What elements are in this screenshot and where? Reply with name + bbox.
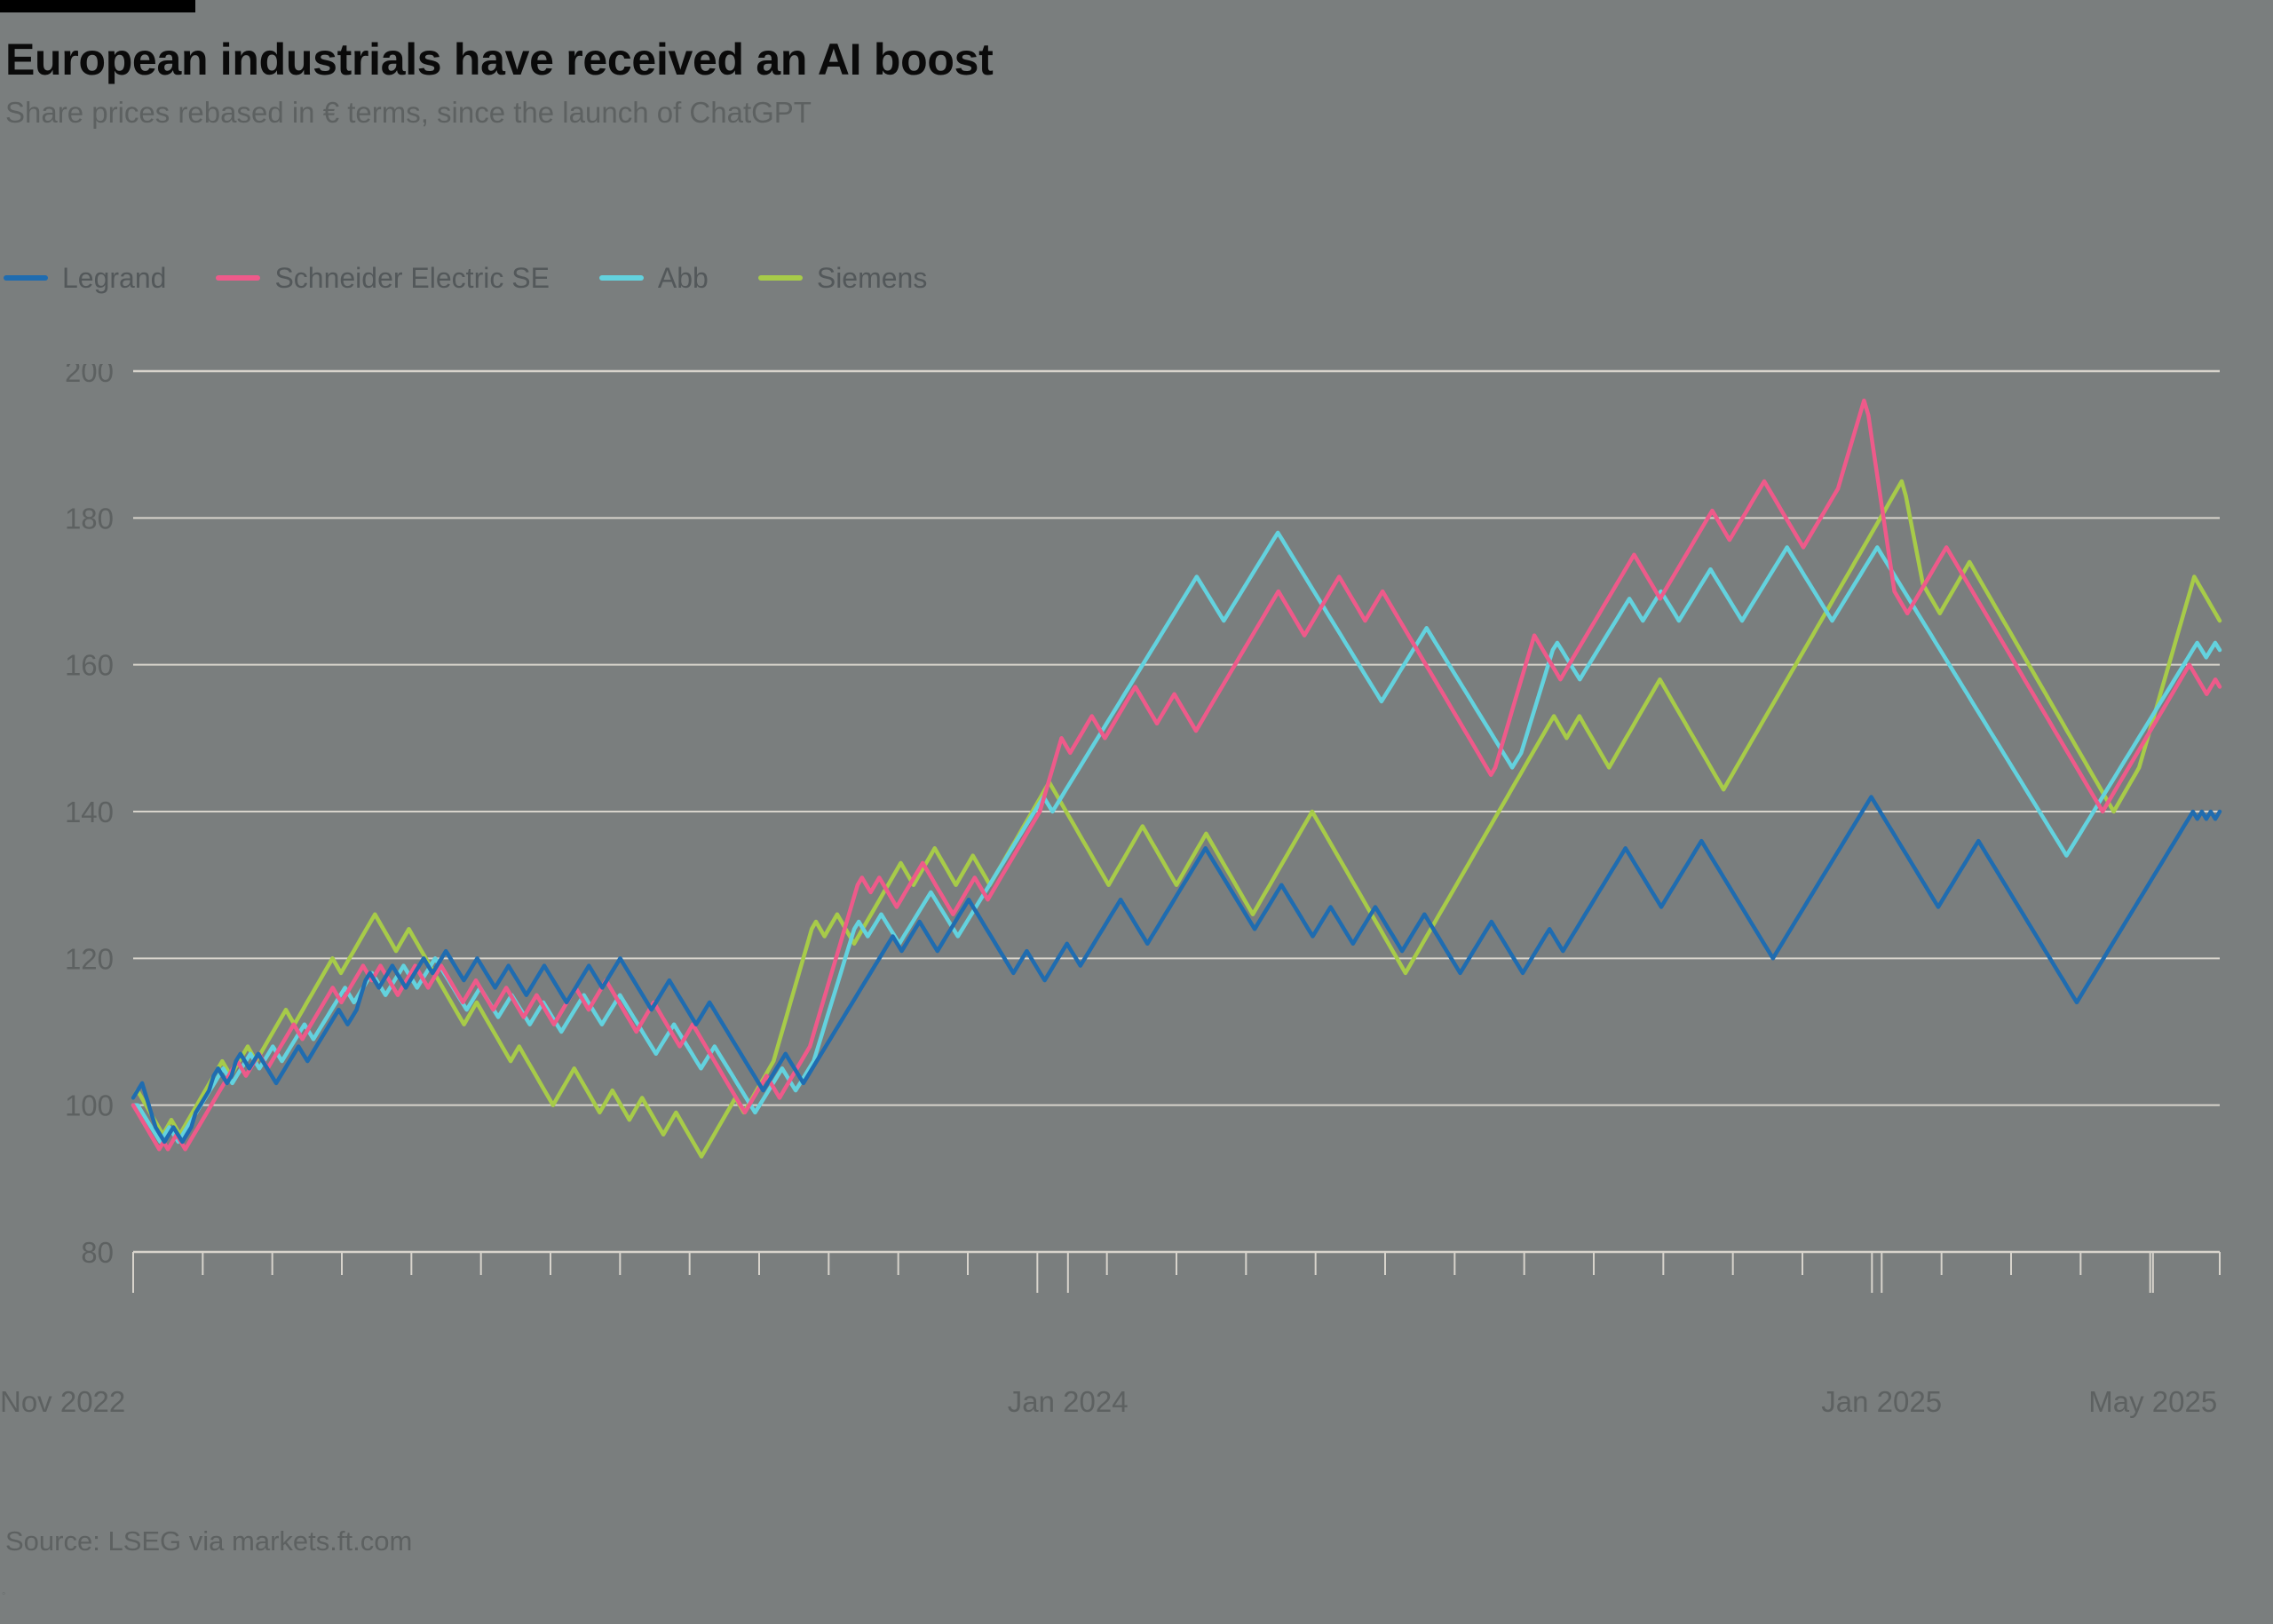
- page-subtitle: Share prices rebased in € terms, since t…: [5, 96, 812, 129]
- x-tick-label: Nov 2022: [0, 1385, 126, 1418]
- y-tick-label: 120: [65, 942, 114, 975]
- series-line-schneider-electric-se: [131, 398, 2222, 1152]
- legend-label-legrand: Legrand: [62, 261, 167, 294]
- legend-swatch-legrand: [4, 275, 48, 281]
- legend-label-schneider-electric-se: Schneider Electric SE: [274, 261, 550, 294]
- top-black-mark: [0, 0, 195, 12]
- series-line-legrand: [131, 795, 2222, 1145]
- y-tick-label: 180: [65, 502, 114, 535]
- x-tick-label: Jan 2024: [1007, 1385, 1129, 1418]
- y-tick-label: 140: [65, 796, 114, 828]
- legend-swatch-abb: [598, 275, 644, 281]
- chart-x-tick-marks: [132, 1252, 2221, 1293]
- bottom-mark: °: [2, 1591, 6, 1602]
- legend-item-siemens[interactable]: Siemens: [757, 261, 978, 295]
- x-tick-label: May 2025: [2088, 1385, 2218, 1418]
- legend-label-siemens: Siemens: [816, 261, 928, 294]
- series-line-siemens: [131, 479, 2222, 1159]
- y-tick-label: 160: [65, 649, 114, 682]
- chart-series-lines: [131, 398, 2222, 1159]
- legend-item-schneider-electric-se[interactable]: Schneider Electric SE: [216, 262, 598, 295]
- legend-item-legrand[interactable]: Legrand: [4, 262, 216, 295]
- series-line-abb: [131, 530, 2222, 1145]
- x-tick-label: Jan 2025: [1821, 1385, 1943, 1418]
- chart-x-axis-labels: Nov 2022 Jan 2024 Jan 2025 May 2025: [0, 1385, 2273, 1438]
- chart-y-tick-labels: 80 100 120 140 160 180 200: [65, 364, 114, 1269]
- page-title: European industrials have received an AI…: [5, 35, 994, 84]
- legend-swatch-siemens: [757, 275, 803, 281]
- line-chart-svg: 80 100 120 140 160 180 200: [65, 364, 2222, 1293]
- source-note: Source: LSEG via markets.ft.com: [5, 1525, 413, 1557]
- y-tick-label: 80: [81, 1236, 114, 1269]
- chart-legend: Legrand Schneider Electric SE Abb Siemen…: [4, 262, 977, 294]
- legend-item-abb[interactable]: Abb: [598, 261, 758, 295]
- legend-label-abb: Abb: [657, 261, 709, 294]
- chart-plot-area: 80 100 120 140 160 180 200: [0, 364, 2273, 1359]
- legend-swatch-schneider-electric-se: [216, 275, 261, 281]
- y-tick-label: 200: [65, 364, 114, 388]
- y-tick-label: 100: [65, 1089, 114, 1122]
